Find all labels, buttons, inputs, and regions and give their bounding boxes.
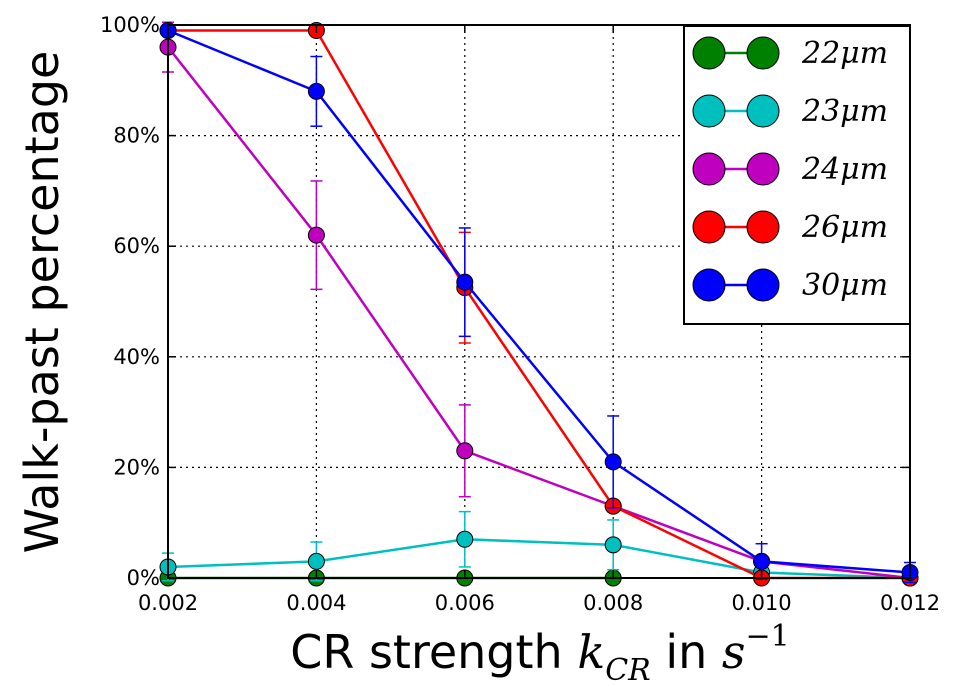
y-tick-label: 100% <box>100 13 160 37</box>
data-point <box>456 442 474 460</box>
series-line <box>167 29 911 574</box>
legend-marker <box>692 152 726 186</box>
legend-marker <box>746 94 780 128</box>
series-1 <box>159 510 919 587</box>
legend-label: 24μm <box>801 152 888 187</box>
legend-marker <box>692 210 726 244</box>
legend-label: 22μm <box>801 36 888 71</box>
legend-marker <box>692 268 726 302</box>
legend-entry: 23μm <box>692 94 888 129</box>
y-tick-label: 0% <box>127 566 160 590</box>
x-tick-label: 0.010 <box>732 591 792 615</box>
x-tick-label: 0.002 <box>138 591 198 615</box>
data-point <box>456 273 474 291</box>
legend-label: 26μm <box>801 210 888 245</box>
data-point <box>604 453 622 471</box>
data-point <box>307 226 325 244</box>
legend-marker <box>692 36 726 70</box>
legend-entry: 26μm <box>692 210 888 245</box>
x-tick-label: 0.006 <box>435 591 495 615</box>
y-axis-title: Walk-past percentage <box>15 51 69 554</box>
y-tick-label: 60% <box>113 234 160 258</box>
series-4 <box>159 22 919 584</box>
data-point <box>456 530 474 548</box>
series-layer <box>159 21 919 587</box>
legend-marker <box>692 94 726 128</box>
legend-marker <box>746 152 780 186</box>
x-tick-label: 0.004 <box>286 591 346 615</box>
legend-label: 30μm <box>802 268 888 303</box>
y-tick-label: 40% <box>113 345 160 369</box>
legend-entry: 24μm <box>692 152 888 187</box>
data-point <box>604 536 622 554</box>
x-axis-title: CR strength kCR in s−1 <box>290 619 790 685</box>
legend-marker <box>746 210 780 244</box>
data-point <box>307 552 325 570</box>
series-line <box>167 538 911 580</box>
x-tick-label: 0.012 <box>880 591 940 615</box>
data-point <box>307 82 325 100</box>
legend: 22μm 23μm 24μm 26μm 30μm <box>683 25 911 325</box>
legend-entry: 30μm <box>692 268 888 303</box>
legend-label: 23μm <box>801 94 888 129</box>
legend-entry: 22μm <box>692 36 888 71</box>
legend-marker <box>746 268 780 302</box>
x-tick-label: 0.008 <box>583 591 643 615</box>
ticks: 0.002 0.004 0.006 0.008 0.010 0.012 0% 20% 40% 60… <box>100 13 940 615</box>
data-point <box>753 552 771 570</box>
y-tick-label: 80% <box>113 124 160 148</box>
y-tick-label: 20% <box>113 455 160 479</box>
legend-marker <box>746 36 780 70</box>
